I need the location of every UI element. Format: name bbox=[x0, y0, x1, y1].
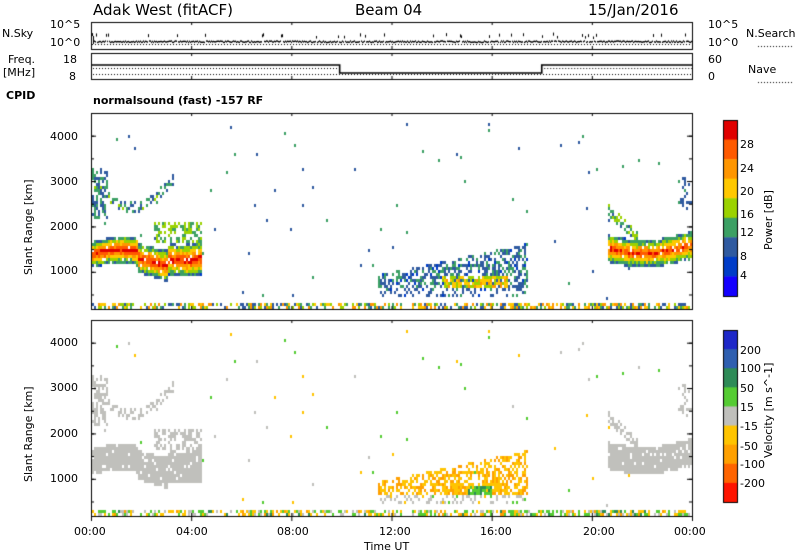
power-cbar-tick-8: 8 bbox=[740, 250, 747, 263]
vel-cbar-tick-15: 15 bbox=[740, 401, 754, 414]
freq-tick-top: 18 bbox=[63, 53, 77, 66]
beam-title: Beam 04 bbox=[355, 1, 423, 19]
freq-unit-label: [MHz] bbox=[3, 66, 36, 79]
power-ytick-2000: 2000 bbox=[50, 220, 78, 233]
nave-tick-top: 60 bbox=[708, 53, 722, 66]
nave-tick-bottom: 0 bbox=[708, 70, 715, 83]
power-cbar-tick-24: 24 bbox=[740, 162, 754, 175]
xtick-4: 16:00 bbox=[480, 525, 512, 538]
xtick-6: 00:00 bbox=[674, 525, 706, 538]
power-cbar-tick-12: 12 bbox=[740, 226, 754, 239]
nsearch-tick-top: 10^5 bbox=[708, 18, 739, 31]
vel-cbar-tick-m50: -50 bbox=[740, 440, 758, 453]
vel-ylabel: Slant Range [km] bbox=[22, 386, 35, 482]
date-title: 15/Jan/2016 bbox=[588, 1, 679, 19]
power-cbar-tick-28: 28 bbox=[740, 138, 754, 151]
power-cbar-tick-4: 4 bbox=[740, 269, 747, 282]
xtick-3: 12:00 bbox=[379, 525, 411, 538]
nsearch-tick-bottom: 10^0 bbox=[708, 36, 739, 49]
cpid-text: normalsound (fast) -157 RF bbox=[93, 94, 264, 107]
power-cbar-tick-20: 20 bbox=[740, 185, 754, 198]
power-ytick-3000: 3000 bbox=[50, 175, 78, 188]
xtick-5: 20:00 bbox=[583, 525, 615, 538]
nave-label: Nave bbox=[748, 63, 777, 76]
vel-cbar-tick-m200: -200 bbox=[740, 477, 765, 490]
cpid-label: CPID bbox=[6, 89, 36, 102]
vel-cbar-tick-m15: -15 bbox=[740, 420, 758, 433]
power-ytick-4000: 4000 bbox=[50, 130, 78, 143]
vel-cbar-tick-200: 200 bbox=[740, 344, 761, 357]
nsky-label: N.Sky bbox=[2, 27, 34, 40]
xtick-1: 04:00 bbox=[176, 525, 208, 538]
xlabel: Time UT bbox=[364, 540, 410, 553]
freq-label: Freq. bbox=[8, 53, 36, 66]
freq-tick-bottom: 8 bbox=[69, 70, 76, 83]
nsky-tick-top: 10^5 bbox=[50, 18, 81, 31]
vel-ytick-2000: 2000 bbox=[50, 427, 78, 440]
vel-ytick-4000: 4000 bbox=[50, 336, 78, 349]
xtick-2: 08:00 bbox=[277, 525, 309, 538]
power-ylabel: Slant Range [km] bbox=[22, 179, 35, 275]
vel-cbar-tick-100: 100 bbox=[740, 362, 761, 375]
xtick-0: 00:00 bbox=[74, 525, 106, 538]
nsky-tick-bottom: 10^0 bbox=[50, 36, 81, 49]
vel-cbar-tick-50: 50 bbox=[740, 382, 754, 395]
vel-cbar-tick-m100: -100 bbox=[740, 458, 765, 471]
power-cbar-tick-16: 16 bbox=[740, 208, 754, 221]
vel-ytick-1000: 1000 bbox=[50, 472, 78, 485]
station-title: Adak West (fitACF) bbox=[93, 1, 233, 19]
nsearch-label: N.Search bbox=[746, 27, 796, 40]
power-cbar-label: Power [dB] bbox=[762, 190, 775, 250]
power-ytick-1000: 1000 bbox=[50, 264, 78, 277]
vel-cbar-label: Velocity [m s^-1] bbox=[762, 362, 775, 458]
vel-ytick-3000: 3000 bbox=[50, 381, 78, 394]
